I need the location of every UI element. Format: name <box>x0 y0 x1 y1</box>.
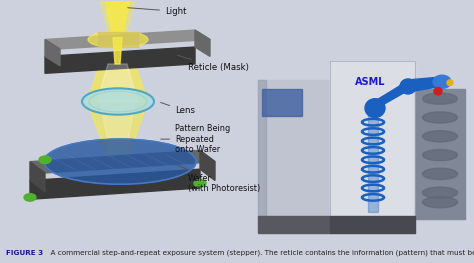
Text: Lens: Lens <box>161 102 195 115</box>
FancyBboxPatch shape <box>262 89 302 116</box>
Circle shape <box>447 80 453 85</box>
Polygon shape <box>105 2 130 38</box>
Polygon shape <box>113 38 122 64</box>
FancyBboxPatch shape <box>330 61 415 219</box>
Text: Reticle (Mask): Reticle (Mask) <box>178 55 249 72</box>
Ellipse shape <box>24 194 36 201</box>
Ellipse shape <box>44 139 196 184</box>
Ellipse shape <box>39 156 51 164</box>
Text: Light: Light <box>128 7 186 16</box>
Polygon shape <box>368 83 410 105</box>
Polygon shape <box>195 30 210 56</box>
Polygon shape <box>87 64 148 102</box>
Polygon shape <box>97 64 138 102</box>
Polygon shape <box>45 39 60 66</box>
FancyBboxPatch shape <box>415 89 465 219</box>
Ellipse shape <box>82 88 154 115</box>
Ellipse shape <box>422 149 457 161</box>
FancyBboxPatch shape <box>330 216 415 233</box>
Text: A commercial step-and-repeat exposure system (stepper). The reticle contains the: A commercial step-and-repeat exposure sy… <box>46 249 474 256</box>
Polygon shape <box>100 102 135 158</box>
Ellipse shape <box>422 196 457 208</box>
Ellipse shape <box>422 187 457 198</box>
Polygon shape <box>200 150 215 180</box>
Polygon shape <box>30 169 200 199</box>
Text: FIGURE 3: FIGURE 3 <box>6 250 43 256</box>
Ellipse shape <box>422 131 457 142</box>
FancyBboxPatch shape <box>368 108 378 211</box>
Polygon shape <box>408 77 440 92</box>
Text: Pattern Being
Repeated
onto Wafer: Pattern Being Repeated onto Wafer <box>161 124 230 154</box>
Polygon shape <box>87 102 148 158</box>
FancyBboxPatch shape <box>258 216 330 233</box>
Polygon shape <box>100 2 135 38</box>
Polygon shape <box>45 30 210 49</box>
Polygon shape <box>30 162 45 192</box>
Circle shape <box>365 99 385 118</box>
FancyBboxPatch shape <box>98 32 138 47</box>
Circle shape <box>434 87 442 95</box>
Ellipse shape <box>422 93 457 104</box>
Polygon shape <box>45 47 195 73</box>
Ellipse shape <box>88 31 148 48</box>
Ellipse shape <box>194 180 206 187</box>
Text: Wafer
(with Photoresist): Wafer (with Photoresist) <box>178 165 260 193</box>
Ellipse shape <box>433 75 451 88</box>
Text: ASML: ASML <box>355 77 385 87</box>
Ellipse shape <box>422 112 457 123</box>
Polygon shape <box>30 150 215 173</box>
Ellipse shape <box>422 168 457 180</box>
Circle shape <box>400 79 416 94</box>
FancyBboxPatch shape <box>258 80 330 219</box>
FancyBboxPatch shape <box>258 80 266 219</box>
